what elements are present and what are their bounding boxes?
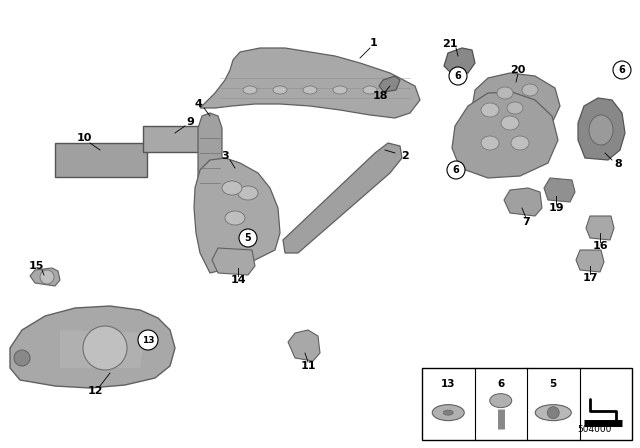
Text: 3: 3	[221, 151, 229, 161]
Ellipse shape	[333, 86, 347, 94]
Ellipse shape	[589, 115, 613, 145]
Circle shape	[613, 61, 631, 79]
Text: 5: 5	[550, 379, 557, 389]
Text: 14: 14	[230, 275, 246, 285]
Polygon shape	[472, 73, 560, 136]
Polygon shape	[283, 143, 402, 253]
Text: 10: 10	[76, 133, 92, 143]
Bar	[422, 368, 632, 440]
Text: 1: 1	[370, 38, 378, 48]
Text: 16: 16	[592, 241, 608, 251]
Text: 6: 6	[497, 379, 504, 389]
Polygon shape	[578, 98, 625, 160]
Ellipse shape	[522, 84, 538, 96]
Text: 15: 15	[28, 261, 44, 271]
Ellipse shape	[481, 136, 499, 150]
Polygon shape	[60, 330, 145, 368]
Circle shape	[83, 326, 127, 370]
Circle shape	[447, 161, 465, 179]
Circle shape	[239, 229, 257, 247]
Ellipse shape	[273, 86, 287, 94]
Circle shape	[40, 270, 54, 284]
Text: 8: 8	[614, 159, 622, 169]
Text: 13: 13	[141, 336, 154, 345]
Ellipse shape	[497, 87, 513, 99]
Ellipse shape	[225, 211, 245, 225]
Ellipse shape	[444, 410, 453, 415]
Text: 5: 5	[244, 233, 252, 243]
Polygon shape	[55, 143, 147, 177]
Text: 6: 6	[619, 65, 625, 75]
Text: 19: 19	[548, 203, 564, 213]
Polygon shape	[452, 92, 558, 178]
Polygon shape	[143, 126, 200, 152]
Ellipse shape	[490, 394, 512, 408]
Text: 13: 13	[441, 379, 456, 389]
Ellipse shape	[363, 86, 377, 94]
Text: 21: 21	[442, 39, 458, 49]
Text: 6: 6	[452, 165, 460, 175]
Text: 2: 2	[401, 151, 409, 161]
Text: 6: 6	[454, 71, 461, 81]
Circle shape	[14, 350, 30, 366]
Text: 9: 9	[186, 117, 194, 127]
Ellipse shape	[222, 181, 242, 195]
Circle shape	[138, 330, 158, 350]
Ellipse shape	[511, 136, 529, 150]
Circle shape	[449, 67, 467, 85]
Polygon shape	[444, 48, 475, 74]
Polygon shape	[504, 188, 542, 216]
Polygon shape	[576, 250, 604, 272]
Polygon shape	[544, 178, 575, 202]
Polygon shape	[194, 158, 280, 273]
Circle shape	[547, 407, 559, 418]
Polygon shape	[586, 216, 614, 240]
Text: 504000: 504000	[577, 425, 611, 434]
Ellipse shape	[535, 405, 572, 421]
Text: 4: 4	[194, 99, 202, 109]
Polygon shape	[198, 113, 222, 203]
Ellipse shape	[238, 186, 258, 200]
Polygon shape	[10, 306, 175, 388]
Polygon shape	[200, 48, 420, 118]
Text: 20: 20	[510, 65, 525, 75]
Ellipse shape	[432, 405, 464, 421]
Text: 18: 18	[372, 91, 388, 101]
Text: 7: 7	[522, 217, 530, 227]
Ellipse shape	[507, 102, 523, 114]
Text: 11: 11	[300, 361, 316, 371]
Text: 17: 17	[582, 273, 598, 283]
Text: 12: 12	[87, 386, 103, 396]
Ellipse shape	[501, 116, 519, 130]
Ellipse shape	[243, 86, 257, 94]
Polygon shape	[212, 248, 255, 275]
Polygon shape	[30, 268, 60, 286]
Ellipse shape	[303, 86, 317, 94]
Polygon shape	[379, 76, 400, 92]
Polygon shape	[288, 330, 320, 361]
Ellipse shape	[481, 103, 499, 117]
